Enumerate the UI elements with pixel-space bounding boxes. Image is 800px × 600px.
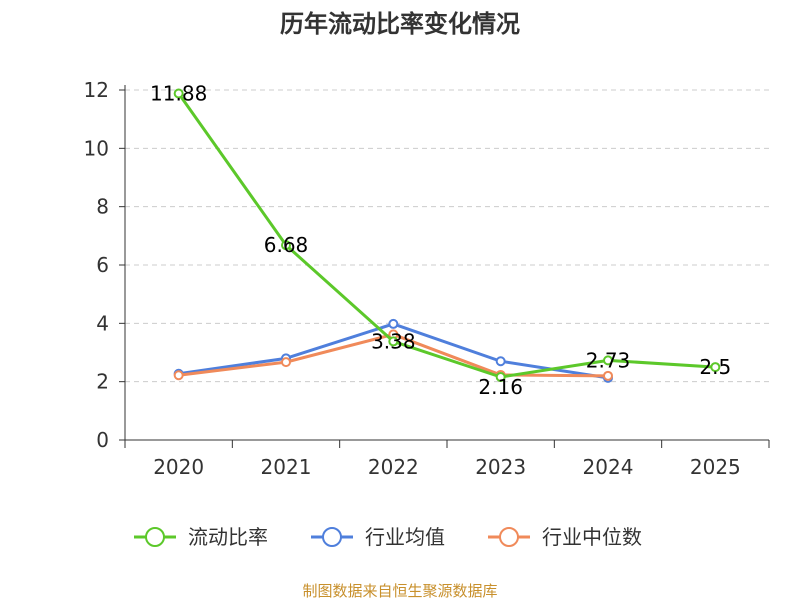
legend-label: 流动比率 [188, 525, 268, 549]
data-point [603, 355, 613, 366]
data-labels: 11.88 6.68 3.38 2.16 2.73 2.5 [150, 82, 731, 400]
data-label: 2.16 [478, 375, 523, 399]
x-tick-label: 2022 [368, 455, 419, 479]
series-layer [173, 88, 721, 383]
legend-label: 行业均值 [365, 525, 445, 549]
legend-item: 行业中位数 [488, 525, 642, 549]
legend-marker [145, 527, 165, 547]
y-tick-label: 4 [96, 311, 109, 335]
legend-marker [499, 527, 519, 547]
y-tick-label: 6 [96, 253, 109, 277]
data-point [710, 362, 721, 373]
series-line [177, 92, 716, 379]
data-label: 6.68 [264, 233, 309, 257]
x-tick-label: 2020 [153, 455, 204, 479]
y-tick-label: 2 [96, 370, 109, 394]
gridlines [125, 89, 769, 383]
y-tick-label: 8 [96, 195, 109, 219]
axes: 0 2 4 6 8 10 12 2020 2021 2022 2023 2024 2025 [84, 78, 770, 479]
source-note: 制图数据来自恒生聚源数据库 [302, 582, 497, 600]
data-point [495, 356, 506, 367]
data-point [603, 370, 613, 381]
legend-label: 行业中位数 [542, 525, 642, 549]
x-tick-label: 2023 [475, 455, 526, 479]
data-point [173, 370, 184, 381]
data-label: 3.38 [371, 329, 416, 353]
data-label: 11.88 [150, 82, 207, 106]
data-label: 2.73 [586, 348, 631, 372]
x-tick-label: 2025 [690, 455, 741, 479]
legend-item: 流动比率 [134, 525, 268, 549]
legend-item: 行业均值 [311, 525, 445, 549]
y-tick-label: 12 [84, 78, 109, 102]
data-point [388, 336, 399, 347]
legend: 流动比率 行业均值 行业中位数 [134, 525, 642, 549]
data-label: 2.5 [699, 355, 731, 379]
x-tick-label: 2021 [261, 455, 312, 479]
x-tick-label: 2024 [583, 455, 634, 479]
data-point [173, 88, 184, 99]
y-tick-label: 0 [96, 428, 109, 452]
chart-title: 历年流动比率变化情况 [280, 10, 520, 38]
data-point [388, 318, 399, 329]
data-point [281, 357, 291, 368]
y-tick-label: 10 [84, 136, 109, 160]
legend-marker [322, 527, 342, 547]
data-point [281, 240, 291, 251]
data-point [495, 372, 506, 382]
